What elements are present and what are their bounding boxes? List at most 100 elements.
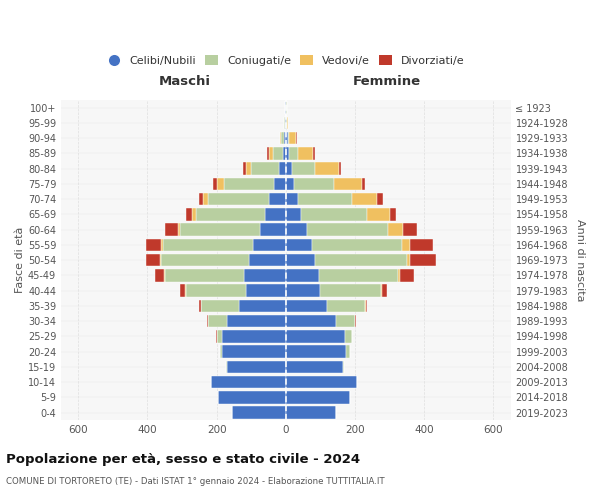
- Bar: [213, 178, 217, 190]
- Bar: [296, 132, 297, 144]
- Bar: [284, 116, 285, 129]
- Bar: [268, 147, 269, 160]
- Bar: [286, 224, 307, 236]
- Bar: [180, 284, 185, 297]
- Bar: [289, 132, 296, 144]
- Bar: [246, 284, 286, 297]
- Bar: [146, 254, 160, 266]
- Bar: [208, 315, 227, 328]
- Text: Maschi: Maschi: [158, 74, 211, 88]
- Bar: [286, 116, 287, 129]
- Bar: [193, 208, 196, 220]
- Bar: [286, 391, 350, 404]
- Bar: [298, 193, 352, 205]
- Bar: [286, 193, 298, 205]
- Bar: [287, 116, 288, 129]
- Bar: [403, 224, 417, 236]
- Bar: [269, 193, 286, 205]
- Bar: [410, 238, 433, 251]
- Bar: [334, 178, 362, 190]
- Bar: [313, 147, 315, 160]
- Y-axis label: Anni di nascita: Anni di nascita: [575, 219, 585, 302]
- Bar: [398, 269, 400, 281]
- Bar: [286, 330, 344, 342]
- Bar: [286, 132, 287, 144]
- Bar: [287, 132, 289, 144]
- Bar: [161, 254, 250, 266]
- Bar: [292, 162, 314, 175]
- Bar: [185, 284, 246, 297]
- Bar: [164, 269, 165, 281]
- Bar: [388, 224, 403, 236]
- Bar: [165, 269, 244, 281]
- Bar: [155, 269, 164, 281]
- Bar: [222, 346, 286, 358]
- Bar: [286, 284, 320, 297]
- Bar: [211, 376, 286, 388]
- Bar: [166, 224, 178, 236]
- Bar: [244, 269, 286, 281]
- Bar: [186, 208, 193, 220]
- Bar: [280, 132, 281, 144]
- Bar: [224, 178, 274, 190]
- Bar: [250, 254, 286, 266]
- Bar: [286, 254, 315, 266]
- Bar: [400, 269, 414, 281]
- Bar: [232, 406, 286, 419]
- Bar: [196, 208, 265, 220]
- Bar: [208, 193, 269, 205]
- Bar: [382, 284, 387, 297]
- Bar: [272, 147, 283, 160]
- Bar: [217, 178, 224, 190]
- Bar: [160, 254, 161, 266]
- Bar: [286, 376, 357, 388]
- Bar: [285, 116, 286, 129]
- Bar: [410, 254, 436, 266]
- Legend: Celibi/Nubili, Coniugati/e, Vedovi/e, Divorziati/e: Celibi/Nubili, Coniugati/e, Vedovi/e, Di…: [103, 51, 469, 70]
- Bar: [222, 330, 286, 342]
- Bar: [286, 269, 319, 281]
- Bar: [163, 238, 253, 251]
- Bar: [286, 346, 346, 358]
- Bar: [336, 315, 355, 328]
- Bar: [298, 147, 313, 160]
- Bar: [307, 224, 388, 236]
- Bar: [286, 238, 312, 251]
- Bar: [201, 300, 239, 312]
- Bar: [226, 360, 227, 373]
- Bar: [286, 315, 336, 328]
- Bar: [407, 254, 410, 266]
- Bar: [269, 147, 272, 160]
- Bar: [274, 178, 286, 190]
- Bar: [243, 162, 246, 175]
- Text: Femmine: Femmine: [353, 74, 421, 88]
- Bar: [365, 300, 367, 312]
- Bar: [346, 346, 350, 358]
- Bar: [339, 162, 341, 175]
- Bar: [286, 162, 292, 175]
- Bar: [218, 391, 286, 404]
- Bar: [315, 254, 407, 266]
- Bar: [217, 330, 222, 342]
- Bar: [381, 284, 382, 297]
- Bar: [181, 224, 260, 236]
- Bar: [285, 102, 286, 114]
- Bar: [286, 300, 328, 312]
- Bar: [246, 162, 251, 175]
- Bar: [367, 208, 389, 220]
- Bar: [295, 178, 334, 190]
- Bar: [355, 315, 356, 328]
- Bar: [377, 193, 383, 205]
- Bar: [286, 406, 336, 419]
- Bar: [286, 147, 289, 160]
- Bar: [199, 300, 201, 312]
- Bar: [161, 238, 163, 251]
- Bar: [401, 238, 410, 251]
- Bar: [289, 147, 298, 160]
- Bar: [146, 238, 161, 251]
- Bar: [320, 284, 381, 297]
- Bar: [265, 208, 286, 220]
- Text: Popolazione per età, sesso e stato civile - 2024: Popolazione per età, sesso e stato civil…: [6, 452, 360, 466]
- Bar: [328, 300, 365, 312]
- Bar: [253, 238, 286, 251]
